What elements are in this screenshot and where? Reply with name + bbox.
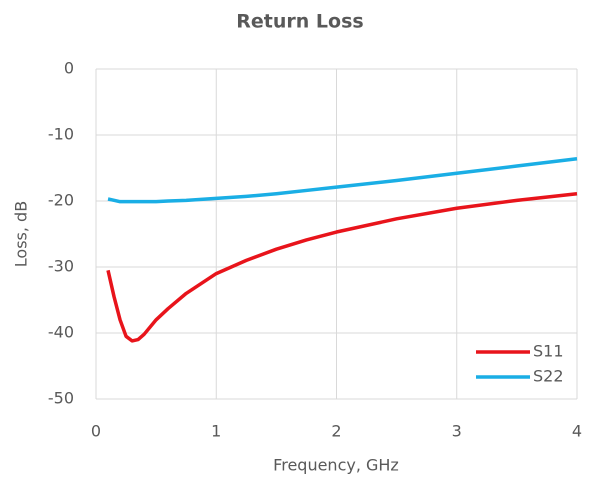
y-tick-label: -40 bbox=[48, 323, 74, 342]
x-tick-label: 4 bbox=[572, 422, 582, 441]
legend-label: S11 bbox=[533, 342, 564, 361]
y-tick-label: -10 bbox=[48, 125, 74, 144]
x-axis-label: Frequency, GHz bbox=[273, 456, 399, 475]
y-tick-label: -20 bbox=[48, 191, 74, 210]
series-line bbox=[106, 192, 578, 343]
chart-title: Return Loss bbox=[236, 11, 363, 33]
y-axis-label: Loss, dB bbox=[12, 201, 31, 267]
y-tick-label: -30 bbox=[48, 257, 74, 276]
x-tick-label: 0 bbox=[91, 422, 101, 441]
y-tick-label: -50 bbox=[48, 389, 74, 408]
x-tick-label: 2 bbox=[331, 422, 341, 441]
series-line bbox=[107, 157, 578, 204]
x-tick-label: 1 bbox=[211, 422, 221, 441]
y-tick-label: 0 bbox=[64, 59, 74, 78]
x-tick-label: 3 bbox=[452, 422, 462, 441]
legend-label: S22 bbox=[533, 367, 564, 386]
